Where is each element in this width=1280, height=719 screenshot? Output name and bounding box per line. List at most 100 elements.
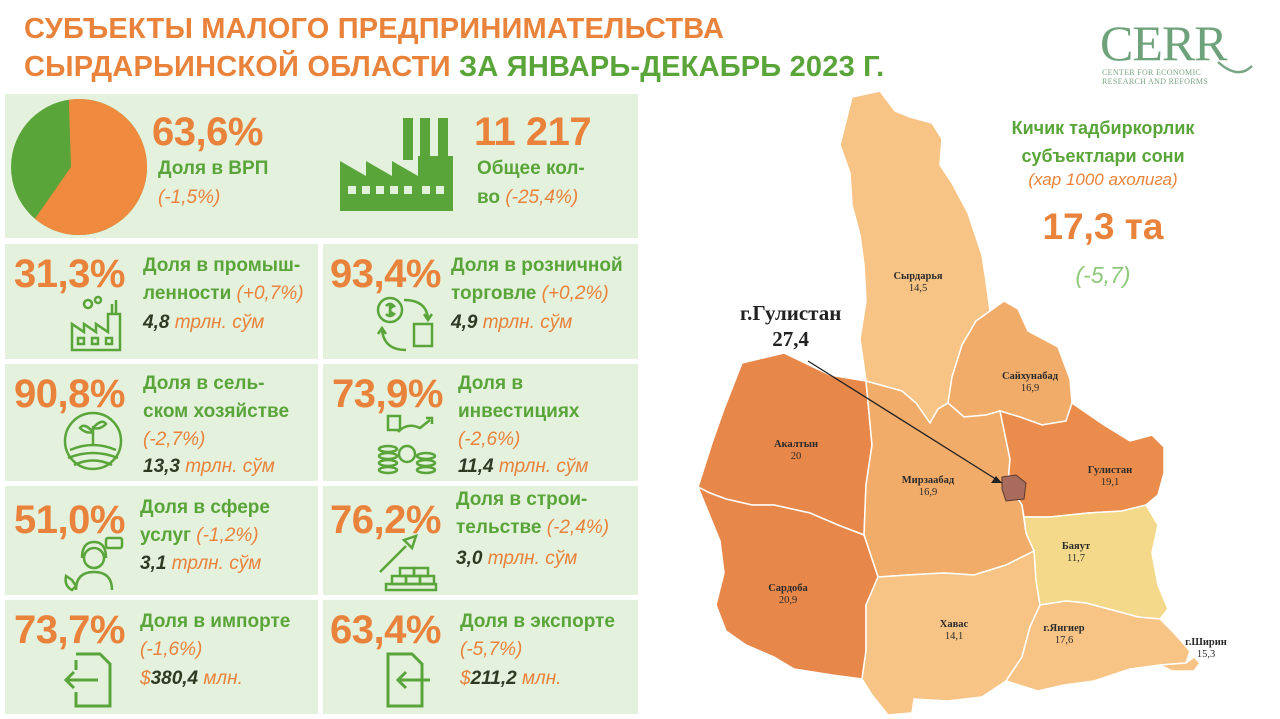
import-delta: (-1,6%) xyxy=(140,639,203,660)
export-amount: $211,2 млн. xyxy=(460,668,561,690)
export-delta: (-5,7%) xyxy=(460,639,523,660)
construction-label-2: тельстве (-2,4%) xyxy=(456,516,609,539)
gdp-delta-text: (-1,5%) xyxy=(158,187,221,208)
construction-label-1: Доля в строи- xyxy=(456,489,588,510)
construction-delta: (-2,4%) xyxy=(541,517,610,538)
agriculture-amount-unit: трлн. сўм xyxy=(179,456,275,477)
industry-label-2: ленности (+0,7%) xyxy=(143,282,304,305)
export-amount-prefix: $ xyxy=(460,668,471,689)
investment-delta-line: (-2,6%) xyxy=(458,428,520,451)
import-amount-num: 380,4 xyxy=(150,668,199,689)
gdp-pie-chart xyxy=(11,99,147,235)
industry-label-1: Доля в промыш- xyxy=(143,255,301,276)
agriculture-amount-num: 13,3 xyxy=(143,456,180,477)
count-label-2-text: во xyxy=(477,187,501,208)
construction-icon xyxy=(379,534,438,592)
card-import xyxy=(5,600,318,714)
services-label-2: услуг (-1,2%) xyxy=(140,524,259,547)
services-amount-num: 3,1 xyxy=(140,553,167,574)
factory-icon xyxy=(340,118,453,211)
industry-icon xyxy=(70,295,122,352)
label-sardoba: Сардоба xyxy=(768,583,808,594)
value-mirzaabad: 16,9 xyxy=(919,487,937,498)
investment-delta: (-2,6%) xyxy=(458,429,521,450)
count-label-2: во (-25,4%) xyxy=(477,186,578,209)
count-value: 11 217 xyxy=(474,110,592,154)
construction-amount: 3,0 трлн. сўм xyxy=(456,548,577,570)
agriculture-delta: (-2,7%) xyxy=(143,429,206,450)
callout-arrow-head xyxy=(991,476,1002,483)
import-amount-prefix: $ xyxy=(140,668,151,689)
label-khavas: Хавас xyxy=(940,619,969,630)
import-amount: $380,4 млн. xyxy=(140,668,243,690)
import-delta-line: (-1,6%) xyxy=(140,638,202,661)
construction-label-2-text: тельстве xyxy=(456,517,542,538)
industry-label-2-text: ленности xyxy=(143,283,232,304)
region-gulistan[interactable] xyxy=(999,401,1165,518)
label-gulistan: Гулистан xyxy=(1088,465,1132,476)
label-shirin: г.Ширин xyxy=(1185,637,1227,648)
card-services xyxy=(5,486,318,595)
label-mirzaabad: Мирзаабад xyxy=(902,475,955,486)
cerr-logo: CERR CENTER FOR ECONOMIC RESEARCH AND RE… xyxy=(1100,18,1260,88)
services-icon xyxy=(64,536,124,592)
label-bayaut: Баяут xyxy=(1062,541,1091,552)
agriculture-label-1: Доля в сель- xyxy=(143,373,265,394)
export-delta-line: (-5,7%) xyxy=(460,638,522,661)
value-khavas: 14,1 xyxy=(945,631,963,642)
import-amount-unit: млн. xyxy=(198,668,243,689)
value-syrdarya: 14,5 xyxy=(909,283,927,294)
card-retail xyxy=(323,244,638,359)
export-label-1: Доля в экспорте xyxy=(460,611,615,632)
investment-value: 73,9% xyxy=(332,372,443,416)
value-akaltyn: 20 xyxy=(791,451,802,462)
agriculture-icon xyxy=(63,411,123,471)
label-akaltyn: Акалтын xyxy=(774,439,818,450)
import-value: 73,7% xyxy=(14,608,125,652)
side-subtitle: (хар 1000 ахолига) xyxy=(1028,170,1178,189)
retail-label-1: Доля в розничной xyxy=(451,255,623,276)
title-line-1: СУБЪЕКТЫ МАЛОГО ПРЕДПРИНИМАТЕЛЬСТВА xyxy=(24,13,725,45)
pie-slice-small-business xyxy=(34,99,147,235)
card-investment xyxy=(323,364,638,481)
count-label-1: Общее кол- xyxy=(477,158,585,179)
investment-label-1: Доля в xyxy=(458,373,524,394)
agriculture-amount: 13,3 трлн. сўм xyxy=(143,456,275,478)
investment-amount-num: 11,4 xyxy=(458,456,494,477)
services-label-2-text: услуг xyxy=(140,525,191,546)
logo-subtitle-line-2: RESEARCH AND REFORMS xyxy=(1102,77,1209,86)
side-title-line-1: Кичик тадбиркорлик xyxy=(1011,118,1195,138)
gulistan-city-marker[interactable] xyxy=(1001,474,1027,502)
value-shirin: 15,3 xyxy=(1197,649,1215,660)
retail-icon xyxy=(376,296,434,352)
agriculture-delta-line: (-2,7%) xyxy=(143,428,205,451)
industry-amount-num: 4,8 xyxy=(143,312,170,333)
industry-amount-unit: трлн. сўм xyxy=(169,312,265,333)
export-icon xyxy=(386,652,430,708)
retail-label-2: торговле (+0,2%) xyxy=(451,282,609,305)
gdp-share-value: 63,6% xyxy=(152,110,263,154)
retail-amount-unit: трлн. сўм xyxy=(477,312,573,333)
side-value: 17,3 та xyxy=(1042,206,1164,247)
logo-subtitle: CENTER FOR ECONOMIC RESEARCH AND REFORMS xyxy=(1102,68,1208,86)
investment-label-2: инвестициях xyxy=(458,401,580,422)
title-region: СЫРДАРЬИНСКОЙ ОБЛАСТИ xyxy=(24,51,451,83)
side-title: Кичик тадбиркорлик субъектлари сони xyxy=(968,114,1238,170)
label-yangier: г.Янгиер xyxy=(1043,623,1084,634)
retail-amount-num: 4,9 xyxy=(451,312,478,333)
region-bayaut[interactable] xyxy=(1023,504,1169,620)
title-period: ЗА ЯНВАРЬ-ДЕКАБРЬ 2023 Г. xyxy=(450,51,885,83)
retail-amount: 4,9 трлн. сўм xyxy=(451,312,572,334)
label-syrdarya: Сырдарья xyxy=(893,271,942,282)
side-delta: (-5,7) xyxy=(1075,262,1131,288)
callout-value: 27,4 xyxy=(772,327,810,351)
investment-icon xyxy=(377,414,437,475)
services-value: 51,0% xyxy=(14,498,125,542)
region-shirin[interactable] xyxy=(1157,656,1201,672)
label-saykhunabad: Сайхунабад xyxy=(1002,371,1059,382)
card-export xyxy=(323,600,638,714)
logo-subtitle-line-1: CENTER FOR ECONOMIC xyxy=(1102,68,1202,77)
region-map: Сырдарья 14,5 Сайхунабад 16,9 Акалтын 20… xyxy=(696,90,1227,716)
callout-arrow-line xyxy=(807,360,1003,484)
logo-text: CERR xyxy=(1100,15,1228,71)
